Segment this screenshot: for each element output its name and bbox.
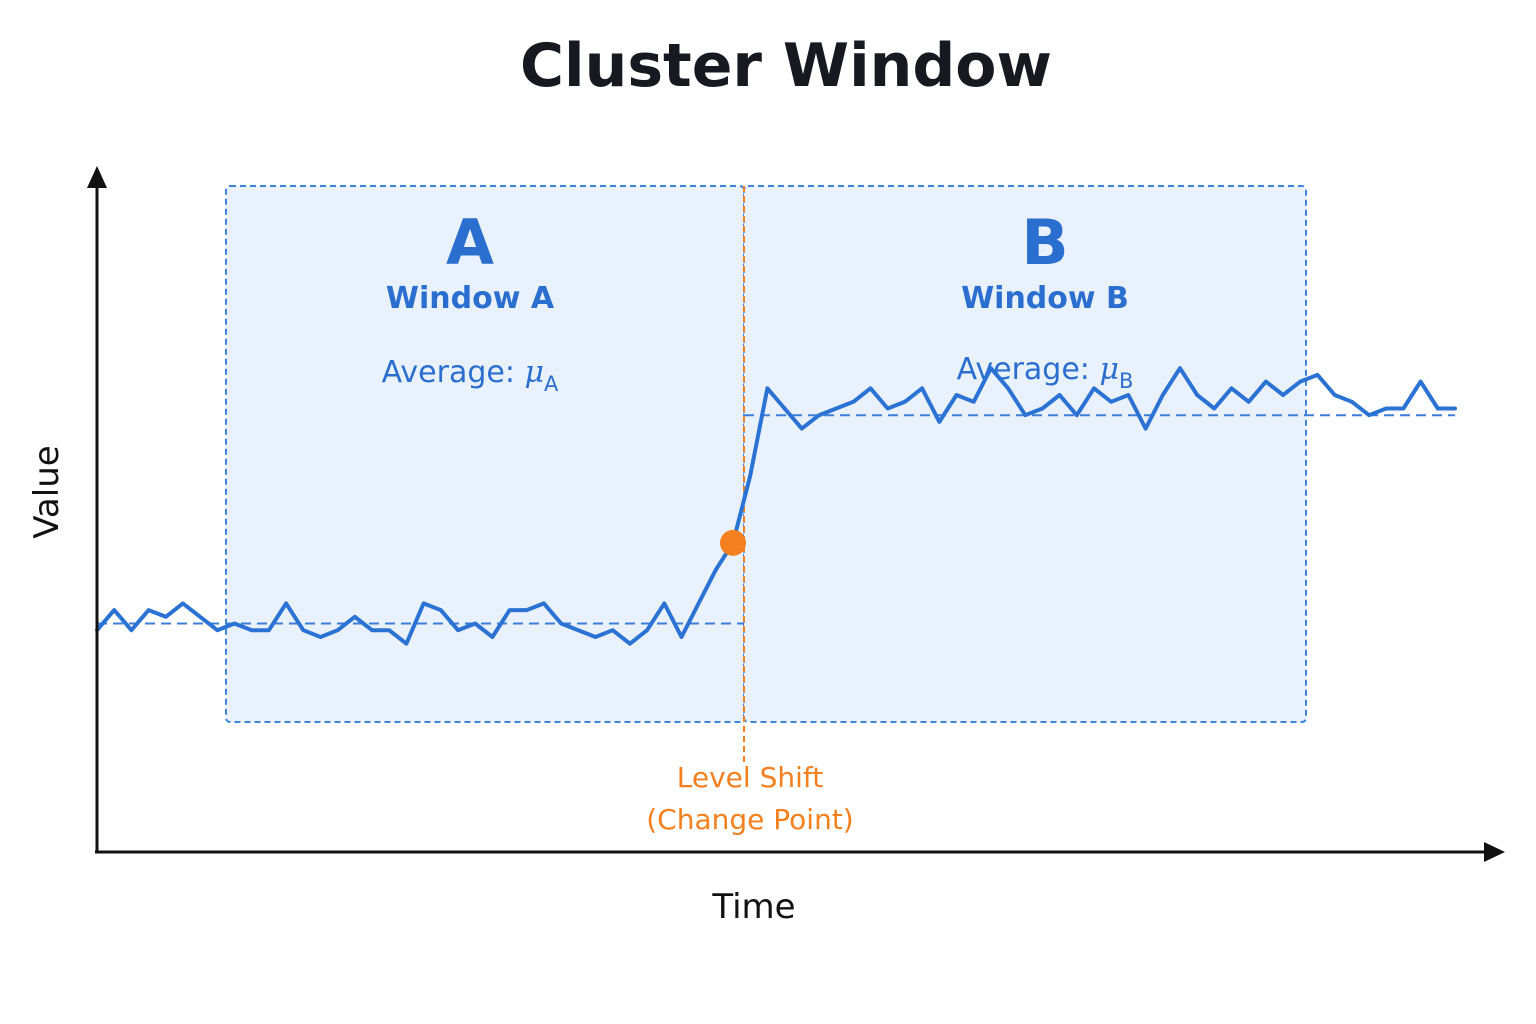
series-line: [95, 366, 1457, 646]
x-axis-label: Time: [711, 887, 795, 927]
window-b-mu-subscript: B: [1119, 369, 1133, 393]
window-a-name: Window A: [386, 281, 555, 316]
window-a-letter: A: [446, 206, 494, 279]
window-b-average: Average: μB: [957, 352, 1134, 393]
window-a-mu-subscript: A: [544, 372, 559, 396]
x-axis-arrowhead: [1484, 842, 1505, 862]
window-a-average-prefix: Average:: [382, 355, 525, 390]
chart-title: Cluster Window: [520, 31, 1052, 101]
window-a-average: Average: μA: [382, 355, 559, 396]
window-a-mu-symbol: μ: [524, 355, 544, 390]
change-point-marker: [720, 529, 746, 556]
window-b-letter: B: [1021, 206, 1068, 279]
change-point-label-line2: (Change Point): [646, 803, 853, 836]
window-b-mu-symbol: μ: [1099, 352, 1119, 387]
y-axis-arrowhead: [87, 166, 107, 188]
window-b-name: Window B: [961, 281, 1129, 316]
window-b-box: [743, 185, 1307, 723]
y-axis-label: Value: [27, 445, 67, 538]
window-b-average-prefix: Average:: [957, 352, 1100, 387]
change-point-label-line1: Level Shift: [677, 761, 823, 794]
